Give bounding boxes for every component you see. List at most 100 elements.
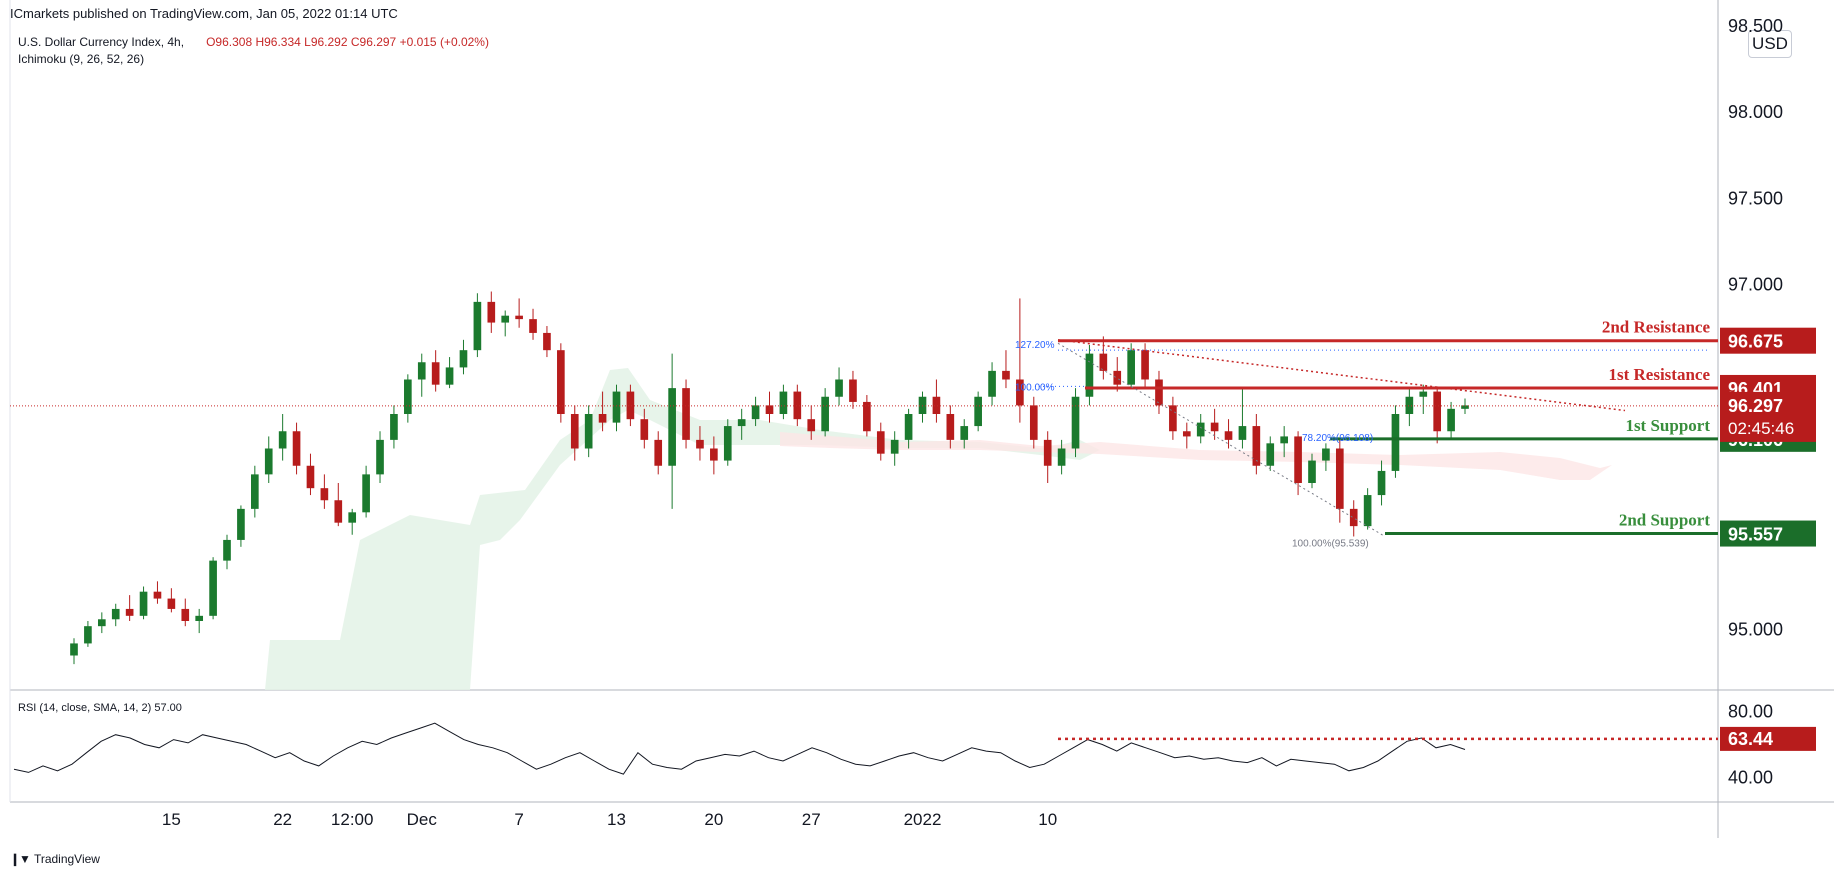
candle-body — [167, 598, 176, 609]
candle-body — [376, 439, 384, 475]
candle-body — [181, 608, 190, 621]
candle-body — [264, 448, 273, 475]
candle-body — [348, 512, 357, 523]
tradingview-footer[interactable]: ❙▼ TradingView — [10, 852, 100, 866]
candle-body — [1057, 448, 1066, 466]
candle-body — [557, 350, 565, 414]
candle-body — [292, 431, 301, 466]
candle-body — [1391, 414, 1400, 471]
level-name-label: 2nd Resistance — [1602, 318, 1711, 337]
candle-body — [431, 362, 440, 385]
currency-button[interactable]: USD — [1748, 30, 1792, 58]
candle-body — [417, 362, 426, 380]
candle-body — [835, 379, 843, 397]
candle-body — [1043, 439, 1052, 466]
time-tick-label: 15 — [162, 810, 181, 829]
candle-body — [1016, 379, 1024, 406]
candle-body — [445, 367, 454, 385]
candle-body — [306, 465, 315, 489]
time-tick-label: 13 — [607, 810, 626, 829]
candle-body — [1377, 470, 1386, 496]
candle-body — [97, 619, 106, 627]
candle-body — [960, 426, 969, 440]
rsi-tick-label: 80.00 — [1728, 702, 1773, 722]
candle-body — [1461, 405, 1469, 409]
rsi-level-label: 63.44 — [1728, 729, 1773, 749]
level-price-label: 96.675 — [1728, 332, 1783, 352]
candle-body — [890, 439, 899, 454]
candle-body — [793, 391, 802, 420]
last-price-box — [1720, 391, 1816, 442]
candle-body — [362, 474, 370, 513]
level-price-label: 95.557 — [1728, 525, 1783, 545]
candle-body — [1363, 495, 1372, 527]
level-name-label: 1st Support — [1625, 416, 1710, 435]
candle-body — [946, 414, 955, 440]
candle-body — [1308, 460, 1316, 483]
time-tick-label: 2022 — [904, 810, 942, 829]
candle-body — [404, 379, 412, 414]
candle-body — [153, 591, 162, 599]
time-tick-label: 12:00 — [331, 810, 374, 829]
candle-body — [849, 379, 857, 402]
candle-body — [570, 414, 579, 449]
candle-body — [598, 414, 607, 423]
candle-body — [1238, 426, 1247, 440]
candle-body — [1349, 508, 1358, 527]
candle-body — [1085, 353, 1094, 397]
price-tick-label: 97.000 — [1728, 275, 1783, 295]
price-tick-label: 97.500 — [1728, 188, 1783, 208]
candle-body — [723, 426, 732, 461]
candle-body — [904, 414, 913, 440]
time-tick-label: 27 — [802, 810, 821, 829]
candle-body — [1447, 408, 1455, 432]
level-price-box — [1720, 327, 1816, 354]
candle-body — [1113, 370, 1122, 385]
time-tick-label: 22 — [273, 810, 292, 829]
candle-body — [223, 539, 231, 561]
candle-body — [334, 500, 343, 523]
candle-body — [1071, 396, 1080, 449]
candle-body — [807, 419, 816, 432]
fib-label: 100.00%(95.539) — [1292, 538, 1369, 549]
candle-body — [988, 370, 996, 397]
candle-body — [1141, 350, 1149, 380]
level-name-label: 2nd Support — [1619, 511, 1711, 530]
indicator-label[interactable]: Ichimoku (9, 26, 52, 26) — [18, 52, 145, 66]
candle-body — [1294, 436, 1302, 483]
candle-body — [1196, 422, 1205, 437]
candle-body — [1099, 353, 1108, 371]
candle-body — [1029, 405, 1038, 440]
candle-body — [1127, 350, 1135, 385]
candle-body — [765, 405, 774, 414]
candle-body — [139, 591, 148, 616]
candle-body — [682, 388, 690, 440]
rsi-level-box — [1720, 726, 1816, 751]
candle-body — [974, 396, 982, 427]
footer-brand: TradingView — [33, 852, 100, 866]
candle-body — [1155, 379, 1163, 406]
time-tick-label: 20 — [704, 810, 723, 829]
ohlc-values: O96.308 H96.334 L96.292 C96.297 +0.015 (… — [206, 35, 489, 49]
candle-body — [1210, 422, 1219, 432]
symbol-label[interactable]: U.S. Dollar Currency Index, 4h, — [18, 35, 185, 49]
candle-body — [821, 396, 829, 432]
countdown-label: 02:45:46 — [1728, 419, 1794, 438]
price-tick-label: 98.000 — [1728, 102, 1783, 122]
candle-body — [1169, 405, 1177, 432]
rsi-line — [13, 722, 1466, 775]
tradingview-logo-icon: ❙▼ — [10, 852, 31, 866]
candle-body — [125, 608, 134, 616]
ichimoku-cloud-green — [265, 368, 1100, 690]
chart-legend: U.S. Dollar Currency Index, 4h, O96.308 H… — [18, 34, 489, 68]
candle-body — [1405, 396, 1414, 414]
candle-body — [278, 431, 287, 449]
rsi-legend[interactable]: RSI (14, close, SMA, 14, 2) 57.00 — [18, 702, 182, 714]
time-tick-label: 7 — [514, 810, 523, 829]
trend-line — [1057, 339, 1626, 412]
candle-body — [251, 474, 259, 509]
candle-body — [487, 301, 496, 323]
candle-body — [529, 319, 537, 333]
candle-body — [612, 391, 621, 423]
